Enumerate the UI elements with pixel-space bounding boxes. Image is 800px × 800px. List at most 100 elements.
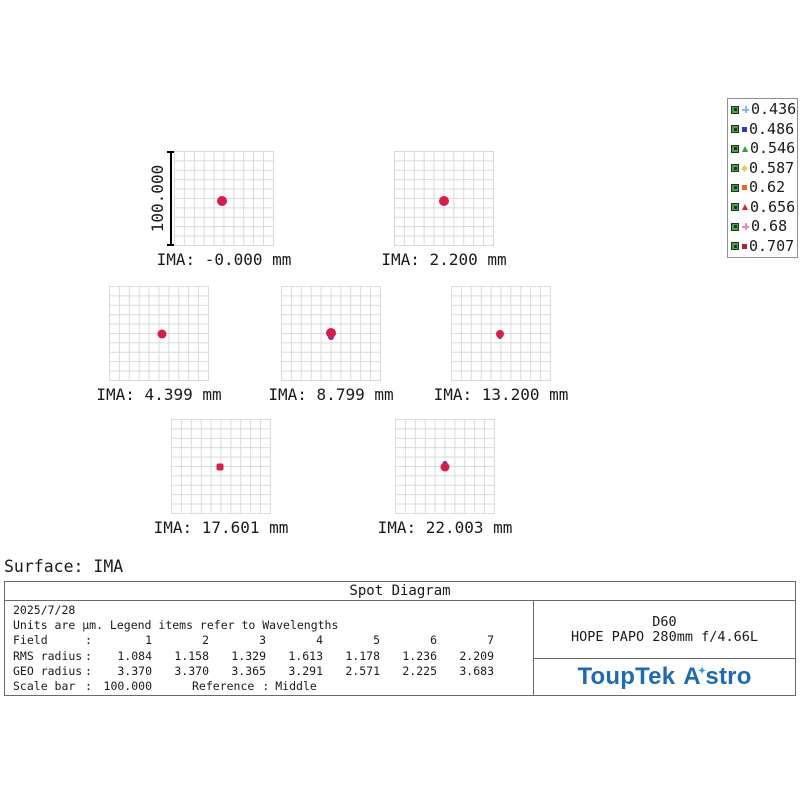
diamond-marker-icon — [740, 164, 749, 172]
legend-swatch-icon — [731, 183, 739, 192]
row-value: 1.084 — [117, 648, 152, 663]
legend-entry: 0.436 — [728, 100, 797, 120]
plus-marker-icon — [742, 223, 749, 231]
scale-bar-value-text: 100.000 — [148, 164, 168, 233]
row-value: 3.683 — [459, 663, 494, 678]
wavelength-value: 0.656 — [750, 197, 796, 216]
scale-bar-row-value: 100.000 — [103, 679, 152, 694]
legend-swatch-icon — [731, 222, 739, 231]
ima-label: IMA: 2.200 mm — [381, 250, 507, 269]
row-value: 1.613 — [288, 648, 323, 663]
row-value: 1 — [145, 633, 152, 648]
spot-panel-field4: IMA: 8.799 mm — [268, 286, 394, 404]
spot-grid — [171, 419, 271, 514]
square-marker-icon — [742, 185, 747, 191]
spot-grid — [174, 151, 274, 246]
table-row: GEO radius: 3.370 3.370 3.365 3.291 2.571 2.22… — [13, 664, 533, 679]
square-marker-icon — [742, 126, 747, 132]
legend-entry: 0.656 — [728, 198, 797, 218]
system-name: D60 — [652, 613, 677, 630]
row-value: 1.329 — [231, 648, 266, 663]
legend-swatch-icon — [731, 164, 739, 173]
spot-panel-field6: IMA: 17.601 mm — [154, 419, 288, 537]
row-value: 3.365 — [231, 663, 266, 678]
scale-bar-tick-top — [167, 151, 176, 153]
row-value: 1.178 — [345, 648, 380, 663]
spot-panel-field7: IMA: 22.003 mm — [378, 419, 512, 537]
scale-bar-tick-bottom — [167, 244, 176, 246]
legend-entry: 0.68 — [728, 217, 797, 237]
spot-panel-field3: IMA: 4.399 mm — [96, 286, 222, 404]
legend-entry: 0.486 — [728, 120, 797, 140]
legend-swatch-icon — [731, 242, 739, 251]
spot-dot — [325, 328, 336, 338]
wavelength-value: 0.62 — [749, 178, 786, 197]
system-info-cell: D60 HOPE PAPO 280mm f/4.66L — [534, 601, 795, 659]
logo-star-icon: ✦ — [697, 666, 707, 677]
row-label: RMS radius — [13, 648, 83, 663]
ima-label: IMA: 22.003 mm — [377, 518, 513, 537]
spot-dot — [157, 329, 167, 339]
spot-dot — [438, 195, 449, 206]
legend-entry: 0.707 — [728, 237, 797, 257]
logo-touptek-text: ToupTek — [577, 663, 676, 690]
report-table: Spot Diagram 2025/7/28 Units are µm. Leg… — [4, 581, 796, 696]
scale-bar-axis: 100.000 — [149, 151, 176, 246]
field-data-rows: Field: 1 2 3 4 5 6 7 RMS radius: 1.084 1.158 1.329 1… — [13, 633, 533, 679]
legend-entry: 0.587 — [728, 159, 797, 179]
row-value: 7 — [487, 633, 494, 648]
spot-panel-field1: IMA: -0.000 mm — [157, 151, 291, 269]
wavelength-value: 0.587 — [749, 158, 795, 177]
scale-bar-line — [170, 151, 172, 246]
row-label: GEO radius — [13, 663, 83, 678]
wavelength-value: 0.546 — [750, 139, 796, 158]
table-row: RMS radius: 1.084 1.158 1.329 1.613 1.178 1.23… — [13, 649, 533, 664]
scale-bar-row-label: Scale bar — [13, 679, 76, 694]
reference-label: Reference — [192, 679, 255, 694]
colon-separator: : — [85, 633, 92, 648]
legend-swatch-icon — [731, 125, 739, 134]
spot-dot — [216, 195, 227, 206]
touptek-astro-logo: ToupTek A✦stro — [577, 663, 751, 691]
legend-entry: 0.546 — [728, 139, 797, 159]
row-value: 5 — [373, 633, 380, 648]
colon-separator: : — [85, 679, 92, 694]
spot-grid — [281, 286, 381, 381]
row-value: 3.370 — [174, 663, 209, 678]
scale-bar-value-label: 100.000 — [148, 151, 168, 246]
row-value: 3.370 — [117, 663, 152, 678]
colon-separator: : — [85, 663, 92, 678]
spot-grid — [395, 419, 495, 514]
wavelength-value: 0.486 — [749, 119, 795, 138]
legend-swatch-icon — [731, 105, 739, 114]
spot-dot — [216, 463, 223, 471]
colon-separator: : — [262, 679, 270, 694]
logo-astro-a: A — [683, 663, 701, 690]
report-title: Spot Diagram — [5, 582, 795, 601]
row-value: 4 — [316, 633, 323, 648]
surface-label: Surface: IMA — [4, 557, 124, 576]
row-value: 3.291 — [288, 663, 323, 678]
system-spec: HOPE PAPO 280mm f/4.66L — [571, 628, 758, 645]
wavelength-value: 0.68 — [751, 217, 788, 236]
row-value: 1.158 — [174, 648, 209, 663]
row-value: 1.236 — [402, 648, 437, 663]
square-marker-icon — [742, 243, 747, 249]
legend-swatch-icon — [731, 203, 739, 212]
spot-grid — [109, 286, 209, 381]
legend-entry: 0.62 — [728, 178, 797, 198]
spot-dot — [495, 329, 504, 338]
spot-grid — [451, 286, 551, 381]
ima-label: IMA: 8.799 mm — [268, 385, 394, 404]
spot-grid — [394, 151, 494, 246]
units-note: Units are µm. Legend items refer to Wave… — [13, 618, 339, 633]
row-value: 2.209 — [459, 648, 494, 663]
triangle-marker-icon — [742, 145, 748, 152]
ima-label: IMA: 4.399 mm — [96, 385, 222, 404]
row-value: 6 — [430, 633, 437, 648]
table-row: Field: 1 2 3 4 5 6 7 — [13, 633, 533, 648]
plus-marker-icon — [742, 106, 749, 114]
report-data-cell: 2025/7/28 Units are µm. Legend items ref… — [5, 601, 534, 695]
colon-separator: : — [85, 648, 92, 663]
row-value: 2.571 — [345, 663, 380, 678]
